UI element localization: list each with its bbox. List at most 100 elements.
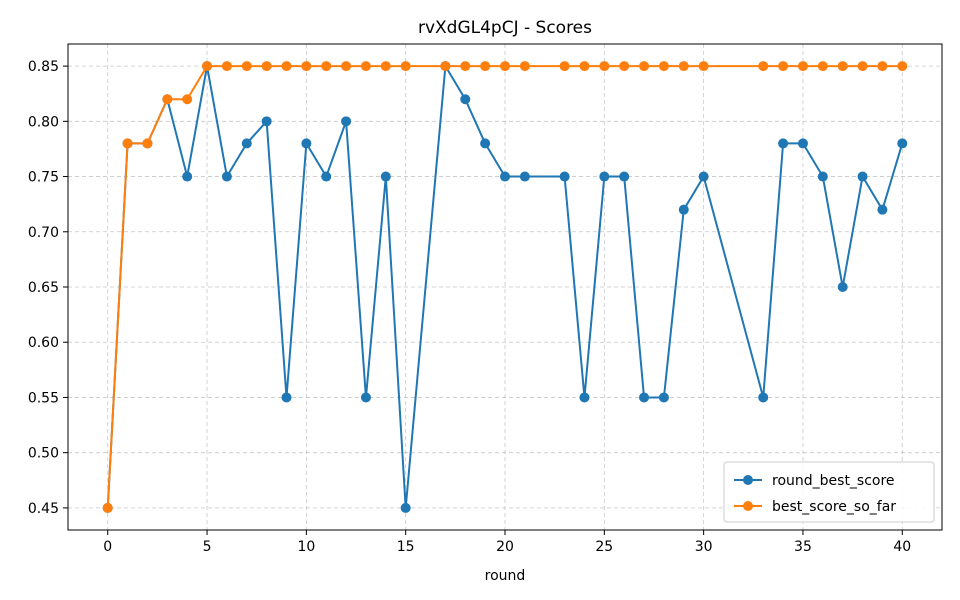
data-point [658,61,669,72]
legend-label: round_best_score [772,473,895,489]
chart-title: rvXdGL4pCJ - Scores [418,18,592,38]
data-point [758,61,769,72]
x-tick-label: 0 [103,539,112,555]
data-point [162,94,173,105]
data-point [400,502,411,513]
data-point [599,61,610,72]
data-point [480,61,491,72]
data-point [658,392,669,403]
data-point [559,171,570,182]
data-point [817,171,828,182]
data-point [281,392,292,403]
y-tick-label: 0.70 [28,225,59,241]
x-tick-label: 15 [397,539,415,555]
x-axis-title: round [485,568,526,584]
data-point [837,61,848,72]
data-point [460,94,471,105]
series-best_score_so_far [102,61,908,513]
data-point [797,61,808,72]
data-point [122,138,133,149]
data-point [599,171,610,182]
data-point [559,61,570,72]
data-point [877,204,888,215]
data-point [678,204,689,215]
data-point [897,138,908,149]
data-point [301,138,312,149]
data-point [678,61,689,72]
y-tick-label: 0.75 [28,170,59,186]
data-point [182,171,193,182]
data-point [102,502,113,513]
axis-ticks: 0 5 10 15 20 25 30 35 40 0.45 0.50 0.55 0.60 0.65 0.70… [28,59,911,555]
grid [68,44,942,530]
data-point [142,138,153,149]
data-point [360,61,371,72]
y-tick-label: 0.80 [28,114,59,130]
x-tick-label: 25 [595,539,613,555]
y-tick-label: 0.60 [28,335,59,351]
legend-marker [743,501,753,511]
x-tick-label: 5 [203,539,212,555]
data-point [639,392,650,403]
legend-label: best_score_so_far [772,499,896,515]
data-point [360,392,371,403]
data-point [321,171,332,182]
data-point [341,61,352,72]
data-point [519,61,530,72]
data-point [241,138,252,149]
y-tick-label: 0.85 [28,59,59,75]
data-point [221,171,232,182]
x-tick-label: 30 [695,539,713,555]
data-point [817,61,828,72]
data-point [579,61,590,72]
data-point [639,61,650,72]
data-point [301,61,312,72]
data-point [500,61,510,72]
data-point [897,61,908,72]
legend: round_best_score best_score_so_far [723,461,935,523]
data-point [321,61,332,72]
data-point [380,61,391,72]
data-point [480,138,491,149]
data-point [380,171,391,182]
data-point [698,61,709,72]
data-point [698,171,709,182]
data-point [619,171,630,182]
legend-marker [743,475,753,485]
data-point [400,61,411,72]
data-point [758,392,769,403]
x-tick-label: 35 [794,539,812,555]
data-point [857,171,868,182]
data-point [778,138,789,149]
data-point [460,61,471,72]
data-point [579,392,590,403]
data-point [261,116,272,127]
y-tick-label: 0.50 [28,446,59,462]
legend-item: round_best_score [734,473,895,489]
data-point [182,94,193,105]
data-point [281,61,292,72]
data-point [619,61,630,72]
x-tick-label: 10 [297,539,315,555]
data-point [341,116,352,127]
y-tick-label: 0.65 [28,280,59,296]
legend-box [723,461,935,523]
data-point [877,61,888,72]
legend-item: best_score_so_far [734,499,896,515]
data-point [500,171,510,182]
data-point [202,61,213,72]
data-point [797,138,808,149]
data-point [221,61,232,72]
x-tick-label: 40 [893,539,911,555]
data-point [519,171,530,182]
data-point [778,61,789,72]
data-point [261,61,272,72]
data-point [440,61,451,72]
y-tick-label: 0.55 [28,390,59,406]
data-point [857,61,868,72]
x-tick-label: 20 [496,539,514,555]
series [102,61,908,513]
data-point [241,61,252,72]
data-point [837,282,848,292]
